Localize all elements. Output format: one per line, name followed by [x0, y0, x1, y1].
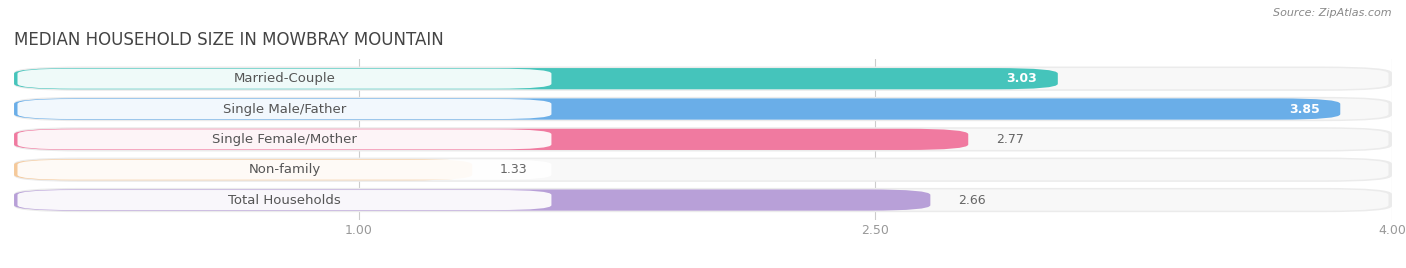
Text: Source: ZipAtlas.com: Source: ZipAtlas.com — [1274, 8, 1392, 18]
FancyBboxPatch shape — [17, 190, 551, 210]
Text: Single Male/Father: Single Male/Father — [222, 103, 346, 116]
Text: Non-family: Non-family — [249, 163, 321, 176]
FancyBboxPatch shape — [17, 129, 551, 149]
FancyBboxPatch shape — [14, 66, 1392, 91]
Text: 1.33: 1.33 — [499, 163, 527, 176]
Text: Single Female/Mother: Single Female/Mother — [212, 133, 357, 146]
Text: MEDIAN HOUSEHOLD SIZE IN MOWBRAY MOUNTAIN: MEDIAN HOUSEHOLD SIZE IN MOWBRAY MOUNTAI… — [14, 31, 444, 49]
Text: Married-Couple: Married-Couple — [233, 72, 336, 85]
FancyBboxPatch shape — [14, 188, 1392, 212]
FancyBboxPatch shape — [14, 158, 1392, 182]
FancyBboxPatch shape — [17, 159, 1389, 180]
FancyBboxPatch shape — [14, 129, 969, 150]
FancyBboxPatch shape — [14, 98, 1340, 120]
Text: 2.66: 2.66 — [957, 193, 986, 207]
FancyBboxPatch shape — [14, 97, 1392, 121]
FancyBboxPatch shape — [17, 160, 551, 180]
FancyBboxPatch shape — [17, 129, 1389, 150]
FancyBboxPatch shape — [14, 189, 931, 211]
FancyBboxPatch shape — [17, 98, 1389, 120]
FancyBboxPatch shape — [17, 99, 551, 119]
Text: 3.85: 3.85 — [1289, 103, 1320, 116]
FancyBboxPatch shape — [14, 127, 1392, 151]
FancyBboxPatch shape — [14, 68, 1057, 89]
FancyBboxPatch shape — [17, 68, 1389, 89]
FancyBboxPatch shape — [14, 159, 472, 180]
FancyBboxPatch shape — [17, 189, 1389, 211]
FancyBboxPatch shape — [17, 69, 551, 89]
Text: 2.77: 2.77 — [995, 133, 1024, 146]
Text: Total Households: Total Households — [228, 193, 340, 207]
Text: 3.03: 3.03 — [1007, 72, 1038, 85]
